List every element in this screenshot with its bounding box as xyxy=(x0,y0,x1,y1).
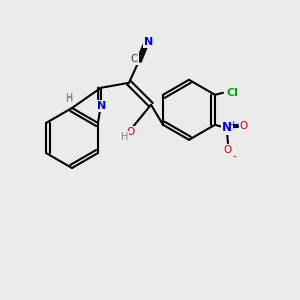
Text: H: H xyxy=(66,94,74,104)
Text: N: N xyxy=(144,37,154,47)
Text: O: O xyxy=(127,127,135,137)
Text: -: - xyxy=(232,151,236,161)
Text: +: + xyxy=(229,120,237,129)
Text: N: N xyxy=(97,101,106,111)
Text: O: O xyxy=(224,145,232,155)
Text: N: N xyxy=(222,121,232,134)
Text: O: O xyxy=(240,121,248,131)
Text: Cl: Cl xyxy=(227,88,239,98)
Text: H: H xyxy=(64,94,71,103)
Text: H: H xyxy=(121,132,129,142)
Text: C: C xyxy=(130,54,138,64)
